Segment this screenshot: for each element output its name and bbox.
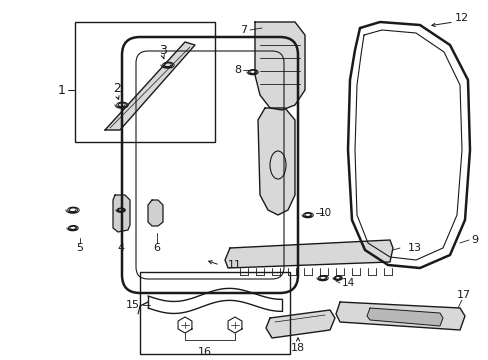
Text: 1: 1 (58, 84, 66, 96)
Polygon shape (335, 302, 464, 330)
Polygon shape (105, 42, 195, 130)
Polygon shape (148, 200, 163, 226)
Polygon shape (113, 195, 130, 232)
Polygon shape (254, 22, 305, 110)
Text: 17: 17 (456, 290, 470, 300)
Text: 8: 8 (234, 65, 241, 75)
Text: 9: 9 (470, 235, 478, 245)
Bar (75, 22, 215, 142)
Text: 13: 13 (407, 243, 421, 253)
Text: 16: 16 (198, 347, 212, 357)
Polygon shape (258, 108, 294, 215)
Polygon shape (366, 308, 442, 326)
Text: 3: 3 (159, 44, 166, 57)
Text: 11: 11 (227, 260, 242, 270)
Text: 7: 7 (240, 25, 247, 35)
Text: 6: 6 (153, 243, 160, 253)
Text: 18: 18 (290, 343, 305, 353)
Text: 10: 10 (318, 208, 331, 218)
Bar (140, 272, 289, 354)
Text: 4: 4 (117, 243, 124, 253)
Text: 5: 5 (76, 243, 83, 253)
Text: 12: 12 (454, 13, 468, 23)
Text: 2: 2 (113, 81, 121, 95)
Polygon shape (224, 240, 392, 268)
Text: 14: 14 (341, 278, 354, 288)
Text: 15: 15 (126, 300, 140, 310)
Polygon shape (265, 310, 334, 338)
